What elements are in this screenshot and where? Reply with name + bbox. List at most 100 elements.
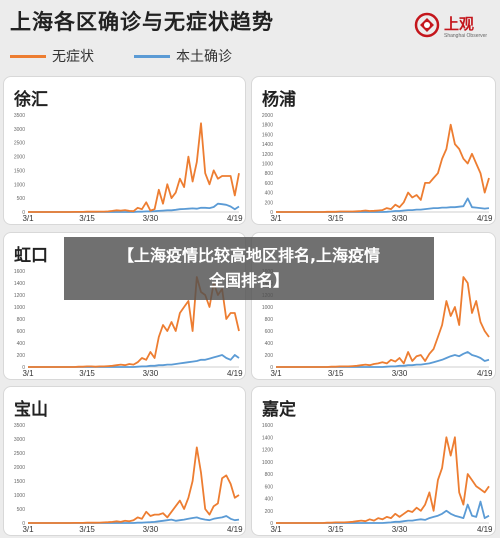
y-tick-label: 800 [265,317,274,323]
x-tick-label: 3/30 [143,369,159,378]
y-tick-label: 200 [265,200,274,206]
y-tick-label: 1400 [14,281,25,287]
legend-swatch-blue [134,54,170,58]
series-line-asymptomatic [28,446,240,524]
y-tick-label: 400 [17,341,26,347]
x-tick-label: 3/1 [270,369,282,378]
x-tick-label: 3/15 [79,369,95,378]
article-title-line2: 全国排名】 [208,271,289,290]
chart-title: 宝山 [14,400,48,420]
y-tick-label: 1800 [262,123,273,129]
header: 上海各区确诊与无症状趋势 无症状 本土确诊 上观 Shanghai Observ… [0,0,500,76]
y-tick-label: 600 [265,329,274,335]
y-tick-label: 1000 [14,305,25,311]
y-tick-label: 0 [270,210,273,216]
x-tick-label: 3/30 [143,525,159,534]
y-tick-label: 1200 [262,448,273,454]
y-tick-label: 3500 [14,113,25,119]
chart-panel-xuhui: 徐汇 0 500 1000 1500 2000 2500 3000 3500 3/1 3/15 3/… [3,76,246,225]
y-tick-label: 200 [265,509,274,515]
legend-swatch-orange [10,54,46,58]
y-tick-label: 3000 [14,127,25,133]
x-tick-label: 4/19 [227,369,243,378]
chart-svg: 0 500 1000 1500 2000 2500 3000 3500 3/1 3/15 3/30 4… [14,113,243,223]
series-line-asymptomatic [276,123,490,213]
y-tick-label: 1500 [14,479,25,485]
x-tick-label: 3/1 [22,525,34,534]
y-tick-label: 600 [265,484,274,490]
chart-svg: 0 200 400 600 800 1000 1200 1400 1600 3/1 3/15 3/30… [262,423,493,534]
logo-text: 上观 [444,15,475,33]
y-tick-label: 1600 [14,269,25,275]
x-tick-label: 3/30 [143,214,159,223]
y-tick-label: 600 [17,329,26,335]
x-tick-label: 3/15 [328,369,344,378]
y-tick-label: 1000 [262,460,273,466]
y-tick-label: 1000 [14,493,25,499]
x-tick-label: 3/30 [392,525,408,534]
x-tick-label: 3/30 [392,214,408,223]
chart-svg: 0 200 400 600 800 1000 1200 1400 1600 3/1 3/15 3/30… [14,269,243,378]
y-tick-label: 1000 [262,305,273,311]
y-tick-label: 400 [265,341,274,347]
legend-label-asymptomatic: 无症状 [52,49,94,65]
logo-subtitle: Shanghai Observer [444,33,488,39]
y-tick-label: 0 [270,521,273,527]
y-tick-label: 0 [22,521,25,527]
y-tick-label: 1400 [262,142,273,148]
chart-title: 徐汇 [14,90,48,110]
y-tick-label: 2000 [262,113,273,119]
y-tick-label: 1000 [14,182,25,188]
y-tick-label: 800 [265,171,274,177]
article-title-line1: 【上海疫情比较高地区排名,上海疫情 [117,246,381,265]
chart-title: 虹口 [14,246,48,266]
y-tick-label: 600 [265,181,274,187]
article-title-overlay[interactable]: 【上海疫情比较高地区排名,上海疫情 全国排名】 [64,237,434,300]
y-tick-label: 0 [22,210,25,216]
x-tick-label: 3/1 [270,214,282,223]
x-tick-label: 4/19 [227,525,243,534]
y-tick-label: 200 [265,353,274,359]
page-title: 上海各区确诊与无症状趋势 [10,10,274,34]
x-tick-label: 4/19 [477,525,493,534]
y-tick-label: 500 [17,507,26,513]
y-tick-label: 400 [265,191,274,197]
y-tick-label: 2000 [14,155,25,161]
x-tick-label: 3/1 [22,369,34,378]
x-tick-label: 3/15 [79,214,95,223]
y-tick-label: 3500 [14,423,25,429]
y-tick-label: 800 [17,317,26,323]
y-tick-label: 2500 [14,451,25,457]
x-tick-label: 3/30 [392,369,408,378]
x-tick-label: 4/19 [227,214,243,223]
y-tick-label: 1600 [262,132,273,138]
x-tick-label: 3/15 [79,525,95,534]
y-tick-label: 0 [22,365,25,371]
legend-item-asymptomatic: 无症状 [10,47,94,65]
shangguan-logo: 上观 Shanghai Observer [414,12,492,42]
y-tick-label: 200 [17,353,26,359]
y-tick-label: 1000 [262,162,273,168]
series-line-asymptomatic [28,122,240,213]
x-tick-label: 4/19 [477,214,493,223]
series-line-asymptomatic [276,436,490,524]
x-tick-label: 3/15 [328,525,344,534]
article-title[interactable]: 【上海疫情比较高地区排名,上海疫情 全国排名】 [64,243,434,293]
x-tick-label: 3/1 [22,214,34,223]
series-line-asymptomatic [276,276,490,368]
chart-panel-yangpu: 杨浦 0 200 400 600 800 1000 1200 1400 1600 1800 2000… [251,76,496,225]
chart-title: 嘉定 [262,400,296,420]
y-tick-label: 500 [17,196,26,202]
y-tick-label: 400 [265,497,274,503]
y-tick-label: 1500 [14,168,25,174]
series-line-confirmed [276,351,490,368]
y-tick-label: 3000 [14,437,25,443]
y-tick-label: 0 [270,365,273,371]
x-tick-label: 3/15 [328,214,344,223]
legend-label-confirmed: 本土确诊 [176,49,232,65]
chart-title: 杨浦 [262,90,296,110]
y-tick-label: 800 [265,472,274,478]
chart-svg: 0 200 400 600 800 1000 1200 1400 1600 1800 2000 3/1… [262,113,493,223]
y-tick-label: 1400 [262,435,273,441]
y-tick-label: 1200 [14,293,25,299]
